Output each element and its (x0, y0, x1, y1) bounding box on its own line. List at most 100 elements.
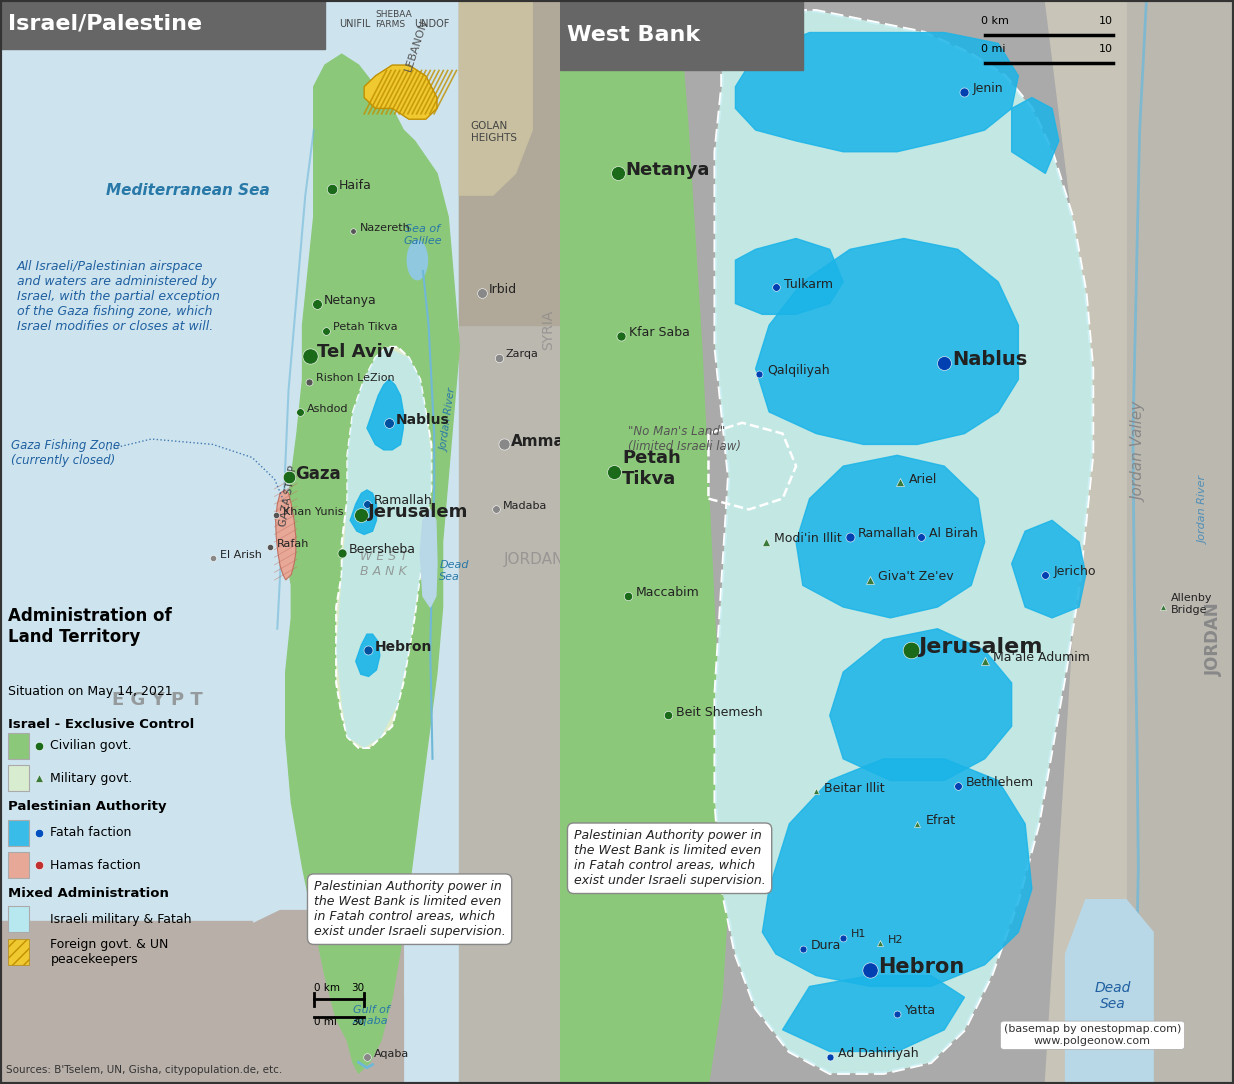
Text: Situation on May 14, 2021: Situation on May 14, 2021 (9, 685, 173, 698)
Text: Irbid: Irbid (489, 283, 517, 296)
Text: Ma'ale Adumim: Ma'ale Adumim (993, 651, 1090, 664)
Polygon shape (735, 238, 843, 314)
Text: Israel - Exclusive Control: Israel - Exclusive Control (9, 718, 195, 731)
Text: Al Birah: Al Birah (929, 527, 977, 540)
Text: Beitar Illit: Beitar Illit (824, 782, 885, 795)
Polygon shape (350, 490, 376, 534)
Text: Palestinian Authority: Palestinian Authority (9, 800, 167, 813)
Bar (560, 0, 803, 70)
Polygon shape (782, 976, 965, 1051)
Text: Bethlehem: Bethlehem (966, 776, 1034, 789)
Text: Jordan Valley: Jordan Valley (1132, 402, 1148, 502)
Text: Maccabim: Maccabim (636, 586, 700, 599)
Polygon shape (0, 911, 404, 1084)
Polygon shape (157, 932, 404, 1084)
Polygon shape (560, 0, 728, 1084)
Text: H1: H1 (851, 929, 866, 940)
Text: Palestinian Authority power in
the West Bank is limited even
in Fatah control ar: Palestinian Authority power in the West … (313, 880, 506, 939)
Text: Israeli military & Fatah: Israeli military & Fatah (51, 913, 193, 926)
Polygon shape (796, 455, 985, 618)
Bar (0, 0, 325, 49)
Polygon shape (336, 347, 432, 748)
Text: GOLAN
HEIGHTS: GOLAN HEIGHTS (470, 121, 517, 143)
Text: (basemap by onestopmap.com)
www.polgeonow.com: (basemap by onestopmap.com) www.polgeono… (1003, 1024, 1181, 1046)
Text: SYRIA: SYRIA (540, 310, 554, 350)
Text: 0 mi: 0 mi (981, 44, 1006, 54)
Polygon shape (716, 11, 1092, 1073)
Text: 0 km: 0 km (313, 983, 339, 993)
Text: JORDAN: JORDAN (505, 552, 565, 567)
Text: Modi'in Illit: Modi'in Illit (774, 532, 842, 545)
Polygon shape (459, 0, 560, 1084)
Polygon shape (1045, 0, 1127, 1084)
Text: E G Y P T: E G Y P T (112, 691, 202, 709)
Polygon shape (459, 0, 532, 195)
Text: Dead
Sea: Dead Sea (439, 560, 469, 582)
Bar (9, 906, 28, 932)
Polygon shape (355, 634, 380, 676)
Text: 0 km: 0 km (981, 16, 1009, 26)
Text: Ramallah: Ramallah (374, 494, 432, 507)
Text: Tulkarm: Tulkarm (784, 278, 833, 291)
Text: Dead
Sea: Dead Sea (1095, 981, 1130, 1011)
Text: Giva't Ze'ev: Giva't Ze'ev (879, 570, 954, 583)
Text: Jericho: Jericho (1054, 565, 1096, 578)
Polygon shape (763, 759, 1032, 986)
Text: Sea of
Galilee: Sea of Galilee (404, 224, 442, 246)
Text: H2: H2 (888, 934, 903, 945)
Text: Fatah faction: Fatah faction (51, 826, 132, 839)
Text: Khan Yunis: Khan Yunis (283, 506, 343, 517)
Text: Sources: B'Tselem, UN, Gisha, citypopulation.de, etc.: Sources: B'Tselem, UN, Gisha, citypopula… (6, 1066, 281, 1075)
Text: JORDAN: JORDAN (1204, 603, 1223, 676)
Text: Civilian govt.: Civilian govt. (51, 739, 132, 752)
Bar (0, 921, 252, 1084)
Text: SHEBAA
FARMS: SHEBAA FARMS (375, 10, 412, 29)
Text: Hebron: Hebron (375, 641, 432, 654)
Text: Mixed Administration: Mixed Administration (9, 887, 169, 900)
Text: Zarqa: Zarqa (506, 349, 538, 360)
Polygon shape (755, 238, 1018, 444)
Text: Hamas faction: Hamas faction (51, 859, 141, 872)
Text: Jordan River: Jordan River (1198, 476, 1208, 544)
Text: Netanya: Netanya (323, 294, 376, 307)
Bar (9, 820, 28, 846)
Polygon shape (275, 490, 296, 580)
Text: Petah Tikva: Petah Tikva (333, 322, 397, 333)
Text: Ariel: Ariel (908, 473, 937, 486)
Text: UNDOF: UNDOF (415, 20, 450, 29)
Text: Jerusalem: Jerusalem (368, 503, 468, 520)
Text: Madaba: Madaba (502, 501, 547, 512)
Bar (9, 939, 28, 965)
Polygon shape (366, 379, 404, 450)
Text: UNIFIL: UNIFIL (339, 20, 370, 29)
Polygon shape (420, 509, 437, 607)
Text: Efrat: Efrat (926, 814, 955, 827)
Polygon shape (735, 33, 1018, 152)
Text: GAZA STRIP: GAZA STRIP (278, 465, 299, 528)
Polygon shape (459, 0, 560, 325)
Text: LEBANON: LEBANON (404, 18, 429, 73)
Text: Administration of
Land Territory: Administration of Land Territory (9, 607, 173, 646)
Text: Netanya: Netanya (626, 162, 710, 179)
Text: Nablus: Nablus (953, 350, 1028, 370)
Text: 30: 30 (350, 983, 364, 993)
Text: Dura: Dura (811, 939, 842, 952)
Text: Aqaba: Aqaba (374, 1048, 408, 1059)
Text: Hebron: Hebron (879, 957, 965, 977)
Text: Military govt.: Military govt. (51, 772, 133, 785)
Text: Foreign govt. & UN
peacekeepers: Foreign govt. & UN peacekeepers (51, 938, 169, 966)
Text: Rishon LeZion: Rishon LeZion (316, 373, 395, 384)
Text: Beit Shemesh: Beit Shemesh (676, 706, 763, 719)
Text: Amman: Amman (511, 434, 576, 449)
Polygon shape (1012, 520, 1086, 618)
Text: Nablus: Nablus (396, 413, 450, 426)
Text: Ramallah: Ramallah (858, 527, 917, 540)
Text: Israel/Palestine: Israel/Palestine (9, 14, 202, 34)
Polygon shape (1012, 98, 1059, 173)
Text: Nazereth: Nazereth (359, 222, 411, 233)
Text: Tel Aviv: Tel Aviv (317, 344, 395, 361)
Polygon shape (829, 629, 1012, 780)
Text: Gulf of
Aqaba: Gulf of Aqaba (353, 1005, 390, 1027)
Polygon shape (336, 347, 432, 748)
Text: "No Man's Land"
(limited Israeli law): "No Man's Land" (limited Israeli law) (628, 425, 740, 453)
